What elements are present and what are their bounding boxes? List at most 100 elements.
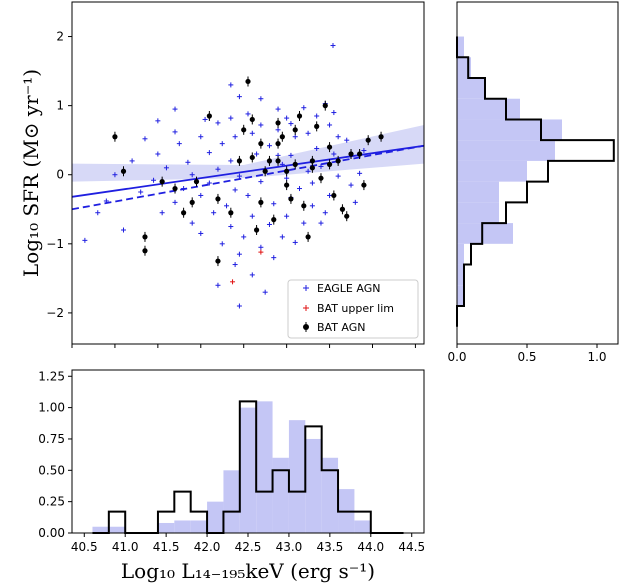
- bottom-y-tick-label: 0.25: [38, 495, 65, 509]
- bat-agn-point: [275, 155, 281, 166]
- eagle-agn-point: [309, 203, 315, 209]
- bat-agn-point: [249, 114, 255, 125]
- eagle-agn-point: [155, 151, 161, 157]
- side-tick-label: 0.5: [517, 350, 536, 364]
- bat-agn-dot: [249, 116, 255, 123]
- eagle-agn-point: [344, 137, 350, 143]
- bat-agn-point: [357, 149, 363, 159]
- eagle-agn-point: [330, 43, 336, 49]
- bottom-x-tick-label: 42.5: [235, 540, 262, 554]
- eagle-agn-point: [172, 199, 178, 205]
- eagle-agn-point: [331, 151, 337, 157]
- fit-line-solid: [72, 144, 424, 198]
- bottom-hist-bar: [354, 520, 371, 533]
- eagle-agn-point: [327, 192, 333, 198]
- bat-agn-point: [361, 180, 367, 191]
- bat-agn-point: [288, 193, 294, 204]
- side-hist-bar: [457, 264, 464, 286]
- eagle-agn-point: [335, 173, 341, 179]
- bat-agn-point: [335, 155, 341, 166]
- bat-agn-dot: [378, 134, 384, 140]
- eagle-agn-point: [266, 143, 272, 149]
- eagle-agn-point: [288, 152, 294, 158]
- bat-agn-point: [142, 245, 148, 256]
- eagle-agn-point: [202, 116, 208, 122]
- side-histogram-panel: 0.0 0.5 1.0: [447, 1, 619, 364]
- bat-agn-point: [215, 193, 221, 204]
- eagle-agn-point: [232, 134, 238, 140]
- bat-agn-point: [258, 197, 264, 208]
- bottom-y-tick-label: 0.75: [38, 432, 65, 446]
- bat-agn-dot: [236, 158, 243, 164]
- bat-agn-point: [365, 135, 371, 146]
- bat-upper-lim-point: [258, 249, 264, 255]
- side-hist-bar: [457, 98, 520, 120]
- bottom-y-tick-label: 0.00: [38, 526, 65, 540]
- fit-confidence-band: [72, 124, 424, 182]
- bottom-y-tick-label: 1.25: [38, 369, 65, 383]
- side-hist-bat-step: [456, 36, 615, 327]
- side-hist-bar: [457, 243, 464, 265]
- eagle-agn-point: [215, 120, 221, 126]
- legend-eagle-marker: [303, 285, 309, 291]
- bat-agn-dot: [296, 113, 303, 119]
- eagle-agn-point: [249, 272, 255, 278]
- bat-agn-dot: [305, 234, 311, 240]
- side-hist-bar: [457, 181, 499, 203]
- bat-agn-point: [253, 225, 260, 235]
- bat-agn-dot: [228, 210, 234, 216]
- bottom-y-ticks: 0.00 0.25 0.50 0.75 1.00 1.25: [38, 369, 72, 540]
- bat-agn-dot: [288, 196, 294, 202]
- bat-agn-point: [344, 211, 350, 222]
- bat-agn-dot: [326, 161, 333, 167]
- eagle-agn-point: [219, 141, 225, 147]
- bat-agn-dot: [348, 151, 354, 157]
- bat-agn-dot: [331, 192, 337, 199]
- bat-upper-lim-point: [230, 279, 236, 285]
- bat-agn-dot: [357, 151, 363, 157]
- eagle-agn-point: [357, 170, 363, 176]
- eagle-agn-point: [275, 106, 281, 112]
- side-hist-bar: [457, 119, 562, 141]
- eagle-agn-point: [352, 199, 358, 205]
- eagle-agn-point: [249, 213, 255, 219]
- eagle-agn-point: [185, 159, 191, 165]
- eagle-agn-point: [245, 192, 251, 198]
- bat-agn-dot: [322, 103, 328, 109]
- eagle-agn-point: [301, 220, 307, 226]
- bottom-hist-eagle-bars: [92, 401, 371, 533]
- bat-agn-dot: [262, 168, 268, 174]
- bat-agn-dot: [292, 161, 298, 167]
- bat-agn-point: [193, 176, 200, 187]
- eagle-agn-point: [138, 189, 144, 195]
- eagle-agn-point: [305, 130, 311, 136]
- bottom-x-tick-label: 42.0: [194, 540, 221, 554]
- bat-agn-dot: [120, 168, 127, 174]
- eagle-agn-point: [163, 165, 169, 171]
- bat-agn-dot: [275, 158, 281, 164]
- bat-agn-point: [314, 121, 320, 132]
- bottom-x-tick-label: 41.0: [112, 540, 139, 554]
- bat-agn-dot: [275, 141, 281, 147]
- eagle-agn-point: [206, 180, 212, 186]
- eagle-agn-point: [236, 303, 242, 309]
- bat-agn-dot: [284, 168, 290, 174]
- fit-line-dashed: [72, 144, 424, 211]
- bat-agn-dot: [266, 158, 273, 164]
- bat-agn-dot: [193, 179, 200, 185]
- eagle-agn-point: [258, 96, 264, 102]
- bat-agn-dot: [301, 203, 307, 209]
- bat-agn-point: [249, 152, 255, 163]
- bottom-histogram-panel: 40.5 41.0 41.5 42.0 42.5 43.0 43.5 44.0 44.5 0.0…: [38, 369, 425, 583]
- scatter-panel: −2 −1 0 1 2 Log₁₀ SFR (M⊙ yr⁻¹) EAGLE AGN BA…: [19, 1, 425, 348]
- eagle-agn-point: [262, 289, 268, 295]
- bat-agn-point: [296, 111, 303, 121]
- bat-agn-dot: [361, 182, 367, 188]
- eagle-agn-point: [219, 241, 225, 247]
- bat-agn-point: [262, 166, 268, 177]
- eagle-agn-point: [228, 82, 234, 88]
- eagle-agn-point: [327, 122, 333, 128]
- bottom-hist-bar: [207, 501, 224, 533]
- side-x-ticks: 0.0 0.5 1.0: [447, 344, 607, 364]
- bat-agn-point: [236, 155, 243, 166]
